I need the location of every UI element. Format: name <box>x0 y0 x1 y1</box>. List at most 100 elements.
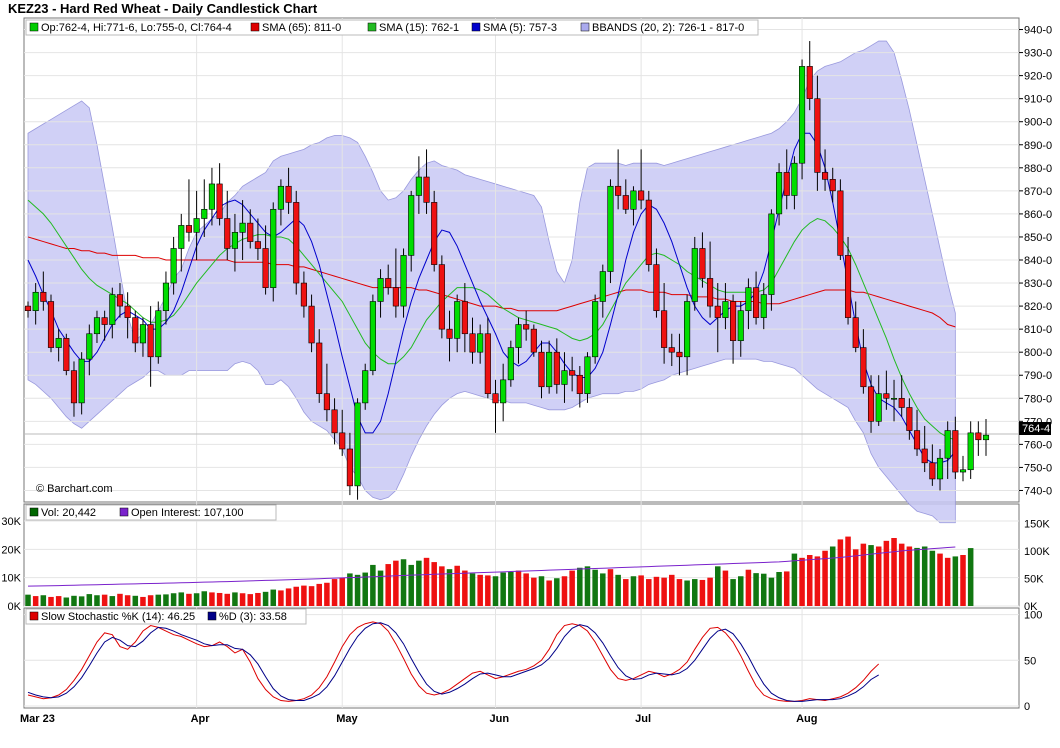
legend-stoch-k: Slow Stochastic %K (14): 46.25 <box>41 611 195 623</box>
stoch-tick-label: 50 <box>1024 655 1036 667</box>
candle-body <box>645 199 652 265</box>
candle-body <box>967 432 974 471</box>
volume-bar <box>347 573 353 606</box>
volume-bar <box>500 572 506 606</box>
volume-bar <box>101 594 108 606</box>
volume-bar <box>124 595 131 606</box>
candle-body <box>538 351 545 388</box>
volume-bar <box>140 596 146 606</box>
candle-body <box>507 347 514 381</box>
x-tick-label: May <box>336 713 358 725</box>
volume-bar <box>385 564 391 606</box>
candle-body <box>921 448 928 464</box>
candle-body <box>285 185 292 203</box>
volume-bar <box>669 574 675 606</box>
candle-body <box>24 305 32 312</box>
price-legend: Op:762-4, Hi:771-6, Lo:755-0, Cl:764-4 S… <box>25 19 759 36</box>
price-tick-label: 910-0 <box>1024 94 1052 106</box>
volume-bar <box>40 595 47 606</box>
volume-bar <box>170 593 177 606</box>
volume-bar <box>584 566 591 606</box>
volume-bar <box>339 577 345 606</box>
volume-bar <box>707 577 713 606</box>
volume-bar <box>462 570 468 606</box>
candle-body <box>277 185 284 210</box>
volume-bar <box>607 569 614 606</box>
volume-bar <box>753 573 759 606</box>
volume-bar <box>508 572 514 606</box>
bollinger-bands <box>27 40 956 524</box>
volume-legend-box <box>25 504 277 521</box>
volume-bar <box>952 556 959 606</box>
volume-bar <box>155 594 162 606</box>
candle-body <box>653 264 660 312</box>
candle-body <box>193 218 200 233</box>
candle-body <box>576 374 583 394</box>
volume-bar <box>592 569 598 606</box>
candle-body <box>852 317 859 348</box>
volume-bar <box>960 555 966 606</box>
volume-bar <box>324 582 330 606</box>
volume-bar <box>768 577 775 606</box>
candle-body <box>155 310 162 358</box>
volume-bar <box>715 566 721 606</box>
candle-body <box>929 462 936 480</box>
volume-bar <box>760 573 767 606</box>
x-tick-label: Mar 23 <box>20 713 55 725</box>
stoch-d-line <box>27 622 879 702</box>
volume-tick-label-left: 30K <box>1 516 21 528</box>
open-interest-line <box>27 546 956 587</box>
candle-body <box>607 185 614 272</box>
price-tick-label: 760-0 <box>1024 439 1052 451</box>
candle-body <box>806 66 813 99</box>
candle-body <box>354 402 361 487</box>
volume-bar <box>531 577 537 606</box>
candle-body <box>500 379 507 404</box>
candle-body <box>369 301 376 371</box>
candle-body <box>860 347 867 388</box>
volume-bar <box>408 564 414 606</box>
volume-bar <box>646 579 652 606</box>
volume-bar <box>25 594 31 606</box>
volume-bar <box>891 538 897 606</box>
legend-swatch-sma15 <box>367 22 377 32</box>
candle-body <box>799 66 806 164</box>
price-tick-label: 750-0 <box>1024 462 1052 474</box>
legend-swatch-sma5 <box>471 22 481 32</box>
volume-bar <box>416 560 422 606</box>
candle-body <box>231 232 238 249</box>
volume-bar <box>791 553 798 606</box>
volume-bar <box>224 593 231 606</box>
volume-bar <box>71 595 77 606</box>
legend-sma15: SMA (15): 762-1 <box>379 22 459 34</box>
candle-body <box>308 305 315 344</box>
volume-tick-label-right: 100K <box>1024 546 1050 558</box>
candle-body <box>936 457 944 480</box>
candle-body <box>185 225 193 233</box>
volume-bar <box>944 557 951 606</box>
sma65-line <box>27 236 956 328</box>
volume-bar <box>799 557 805 606</box>
candle-body <box>975 432 982 441</box>
volume-bar <box>86 594 93 606</box>
candle-body <box>821 172 829 180</box>
candle-body <box>86 333 93 360</box>
volume-bar <box>454 565 460 606</box>
volume-bar <box>232 592 238 606</box>
price-tick-label: 820-0 <box>1024 301 1052 313</box>
volume-bar <box>676 579 683 606</box>
candle-body <box>147 324 154 358</box>
price-tick-label: 930-0 <box>1024 48 1052 60</box>
candle-body <box>890 397 898 400</box>
candle-body <box>875 393 882 422</box>
volume-bar <box>699 579 706 606</box>
candle-body <box>377 278 384 302</box>
volume-bar <box>63 597 70 606</box>
volume-bar <box>868 545 874 606</box>
candle-body <box>162 282 170 312</box>
candle-body <box>753 287 760 318</box>
candle-body <box>408 195 415 256</box>
volume-bar <box>201 591 208 606</box>
volume-bar <box>262 591 269 606</box>
candle-body <box>201 208 208 219</box>
